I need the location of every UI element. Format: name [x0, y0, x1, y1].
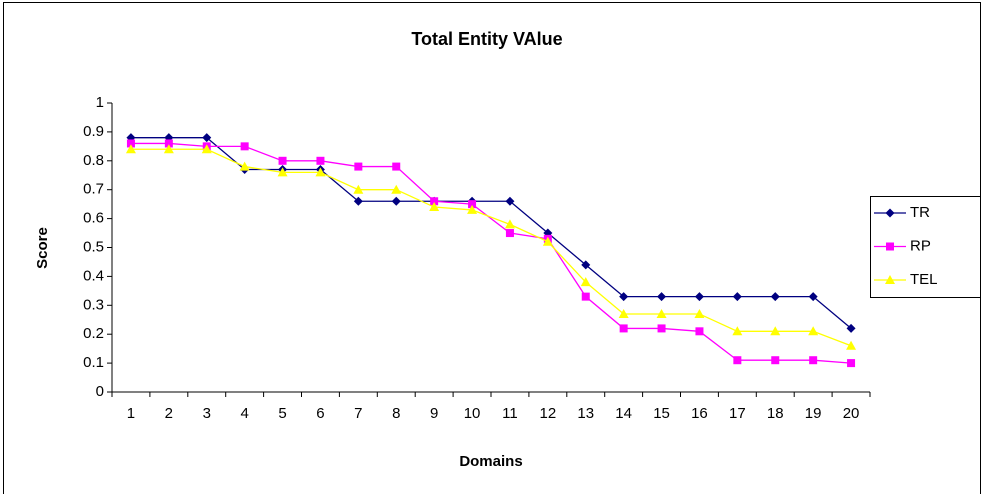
- marker: [430, 197, 439, 206]
- marker: [885, 275, 895, 284]
- marker: [808, 292, 818, 302]
- marker: [656, 308, 667, 318]
- marker: [542, 236, 553, 246]
- x-tick-label: 9: [430, 405, 438, 422]
- y-tick-label: 0.2: [83, 325, 104, 342]
- marker: [657, 324, 666, 333]
- marker: [125, 144, 136, 154]
- marker: [354, 162, 363, 171]
- y-tick-label: 0.8: [83, 152, 104, 169]
- y-tick-label: 0.4: [83, 267, 104, 284]
- marker: [770, 326, 781, 336]
- marker: [504, 219, 515, 229]
- marker: [846, 340, 857, 350]
- marker: [885, 208, 895, 218]
- x-tick-label: 20: [843, 405, 860, 422]
- series-line: [130, 142, 852, 364]
- marker: [847, 359, 856, 368]
- marker: [581, 292, 590, 301]
- marker: [467, 204, 478, 214]
- marker: [429, 202, 440, 212]
- x-tick-label: 7: [354, 405, 362, 422]
- marker: [694, 292, 704, 302]
- x-tick-label: 6: [316, 405, 324, 422]
- y-tick-label: 0.9: [83, 123, 104, 140]
- x-tick-label: 17: [729, 405, 746, 422]
- y-tick-label: 0.7: [83, 181, 104, 198]
- marker: [163, 144, 174, 154]
- y-tick-label: 0: [96, 383, 104, 400]
- marker: [694, 308, 705, 318]
- chart-title: Total Entity VAlue: [411, 29, 562, 49]
- x-tick-label: 18: [767, 405, 784, 422]
- marker: [581, 260, 591, 270]
- marker: [468, 200, 477, 209]
- chart-frame: [3, 2, 981, 494]
- x-tick-label: 5: [278, 405, 286, 422]
- x-tick-label: 15: [653, 405, 670, 422]
- series-line: [130, 137, 852, 329]
- y-tick-label: 0.1: [83, 354, 104, 371]
- marker: [695, 327, 704, 336]
- series-line: [130, 148, 852, 347]
- x-tick-label: 13: [577, 405, 594, 422]
- marker: [164, 139, 173, 148]
- marker: [240, 142, 249, 151]
- marker: [733, 356, 742, 365]
- marker: [392, 162, 401, 171]
- marker: [505, 196, 515, 206]
- legend-label: TR: [910, 204, 930, 221]
- x-tick-label: 2: [165, 405, 173, 422]
- marker: [886, 242, 894, 251]
- marker: [619, 292, 629, 302]
- marker: [278, 156, 287, 165]
- marker: [657, 292, 667, 302]
- legend-label: RP: [910, 237, 931, 254]
- marker: [846, 323, 856, 333]
- marker: [277, 167, 288, 177]
- x-tick-label: 19: [805, 405, 822, 422]
- x-tick-label: 10: [464, 405, 481, 422]
- legend-label: TEL: [910, 271, 938, 288]
- marker: [239, 161, 250, 171]
- marker: [202, 133, 212, 143]
- x-tick-label: 16: [691, 405, 708, 422]
- marker: [619, 324, 628, 333]
- y-tick-label: 1: [96, 94, 104, 111]
- y-tick-label: 0.6: [83, 210, 104, 227]
- marker: [809, 356, 818, 365]
- marker: [315, 167, 326, 177]
- x-tick-label: 3: [203, 405, 211, 422]
- marker: [618, 308, 629, 318]
- marker: [505, 229, 514, 238]
- x-tick-label: 14: [615, 405, 632, 422]
- marker: [353, 184, 364, 194]
- y-tick-label: 0.5: [83, 238, 104, 255]
- x-tick-label: 4: [240, 405, 248, 422]
- y-axis-label: Score: [34, 227, 51, 269]
- x-axis-label: Domains: [459, 453, 522, 470]
- marker: [126, 139, 135, 148]
- marker: [391, 196, 401, 206]
- marker: [353, 196, 363, 206]
- x-tick-label: 11: [502, 405, 518, 422]
- marker: [771, 356, 780, 365]
- marker: [391, 184, 402, 194]
- x-tick-label: 12: [540, 405, 557, 422]
- marker: [201, 144, 212, 154]
- x-tick-label: 1: [127, 405, 135, 422]
- marker: [580, 277, 591, 287]
- x-tick-label: 8: [392, 405, 400, 422]
- marker: [316, 156, 325, 165]
- marker: [770, 292, 780, 302]
- y-tick-label: 0.3: [83, 296, 104, 313]
- marker: [732, 292, 742, 302]
- marker: [732, 326, 743, 336]
- marker: [808, 326, 819, 336]
